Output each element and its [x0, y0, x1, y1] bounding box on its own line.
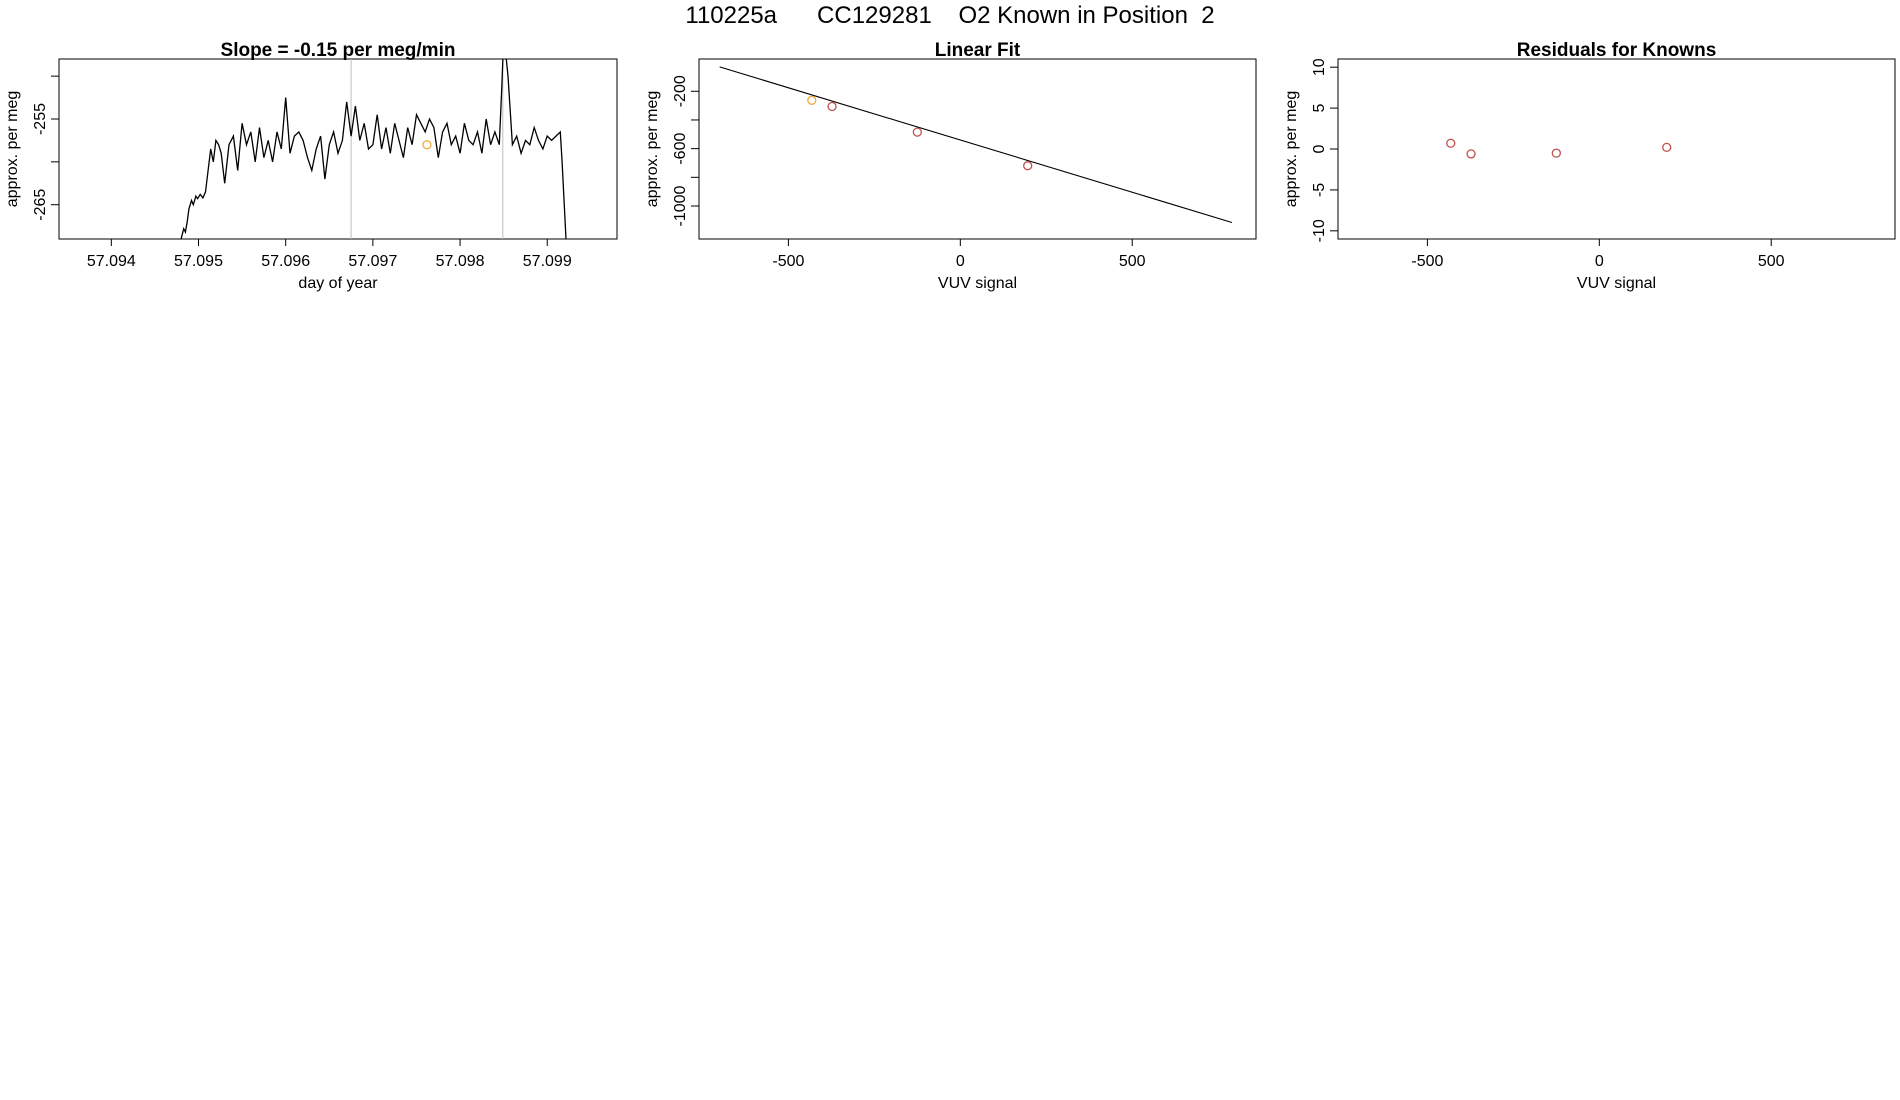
slope-chart-panel: Slope = -0.15 per meg/min 57.094 57.095 57.…: [4, 40, 618, 292]
residuals-chart-title: Residuals for Knowns: [1517, 40, 1717, 61]
residuals-data-point: [1662, 142, 1672, 153]
residuals-data-point: [1551, 148, 1561, 158]
linear-fit-data-point: [827, 101, 837, 112]
residuals-x-tick-label: 500: [1758, 253, 1785, 270]
slope-x-tick-label: 57.097: [348, 253, 397, 270]
page-title: 110225a CC129281 O2 Known in Position 2: [685, 2, 1215, 29]
residuals-chart-panel: Residuals for Knowns -500 0 500 10 5 0 -5 -10 VUV…: [1283, 40, 1896, 292]
slope-x-axis-label: day of year: [298, 275, 378, 292]
slope-x-tick-label: 57.096: [261, 253, 310, 270]
linear-fit-x-tick-label: 0: [956, 253, 965, 270]
residuals-y-axis-label: approx. per meg: [1283, 91, 1300, 208]
slope-y-axis-label: approx. per meg: [4, 91, 21, 208]
linear-fit-x-tick-label: -500: [772, 253, 804, 270]
slope-x-tick-label: 57.094: [87, 253, 136, 270]
slope-x-tick-label: 57.098: [436, 253, 485, 270]
linear-fit-y-tick-label: -1000: [672, 185, 689, 226]
linear-fit-y-tick-label: -600: [672, 133, 689, 165]
slope-y-tick-label: -255: [32, 103, 49, 135]
residuals-plot-frame: [1337, 58, 1896, 240]
linear-fit-fit-line: [719, 66, 1233, 224]
residuals-x-tick-label: 0: [1595, 253, 1604, 270]
linear-fit-y-tick-label: -200: [672, 75, 689, 107]
residuals-y-tick-label: -5: [1311, 183, 1328, 197]
linear-fit-y-axis-label: approx. per meg: [644, 91, 661, 208]
residuals-y-tick-label: -10: [1311, 219, 1328, 242]
linear-fit-data-point: [807, 95, 817, 105]
slope-x-tick-label: 57.099: [523, 253, 572, 270]
residuals-x-tick-label: -500: [1411, 253, 1443, 270]
linear-fit-chart-title: Linear Fit: [935, 40, 1021, 61]
slope-y-tick-label: -265: [32, 189, 49, 221]
slope-series-line: [180, 59, 567, 239]
slope-x-tick-label: 57.095: [174, 253, 223, 270]
residuals-data-point: [1466, 149, 1476, 159]
residuals-y-tick-label: 5: [1311, 104, 1328, 113]
slope-data-point: [422, 140, 432, 150]
linear-fit-data-point: [912, 127, 922, 137]
linear-fit-x-axis-label: VUV signal: [938, 275, 1017, 292]
residuals-y-tick-label: 10: [1311, 58, 1328, 76]
residuals-x-axis-label: VUV signal: [1577, 275, 1656, 292]
slope-plot-frame: [58, 58, 618, 240]
residuals-y-tick-label: 0: [1311, 144, 1328, 153]
slope-chart-title: Slope = -0.15 per meg/min: [221, 40, 456, 61]
linear-fit-chart-panel: Linear Fit -500 0 500 -200 -600 -1000 VUV signa…: [644, 40, 1257, 292]
residuals-data-point: [1446, 138, 1456, 148]
linear-fit-data-point: [1023, 161, 1033, 171]
linear-fit-x-tick-label: 500: [1119, 253, 1146, 270]
